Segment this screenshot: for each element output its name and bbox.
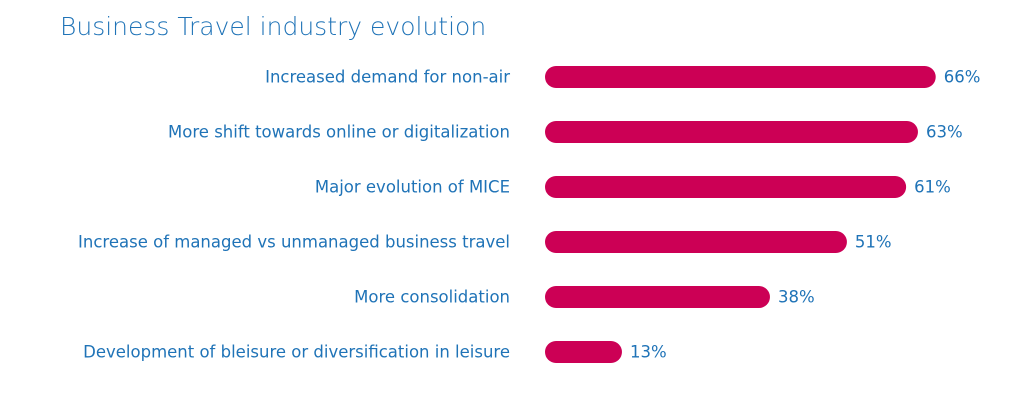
bar	[545, 176, 907, 198]
value-label: 61%	[914, 178, 951, 197]
chart-title: Business Travel industry evolution	[60, 12, 486, 41]
category-label: More shift towards online or digitalizat…	[168, 123, 510, 142]
value-label: 13%	[630, 343, 667, 362]
bar	[545, 341, 622, 363]
value-label: 38%	[778, 288, 815, 307]
bar	[545, 121, 918, 143]
category-label: Increase of managed vs unmanaged busines…	[78, 233, 510, 252]
bar	[545, 66, 936, 88]
value-label: 66%	[944, 68, 981, 87]
bar	[545, 231, 847, 253]
category-label: Increased demand for non-air	[265, 68, 510, 87]
category-label: Development of bleisure or diversificati…	[83, 343, 510, 362]
value-label: 63%	[926, 123, 963, 142]
category-label: Major evolution of MICE	[315, 178, 510, 197]
value-label: 51%	[855, 233, 892, 252]
category-label: More consolidation	[354, 288, 510, 307]
bar	[545, 286, 770, 308]
